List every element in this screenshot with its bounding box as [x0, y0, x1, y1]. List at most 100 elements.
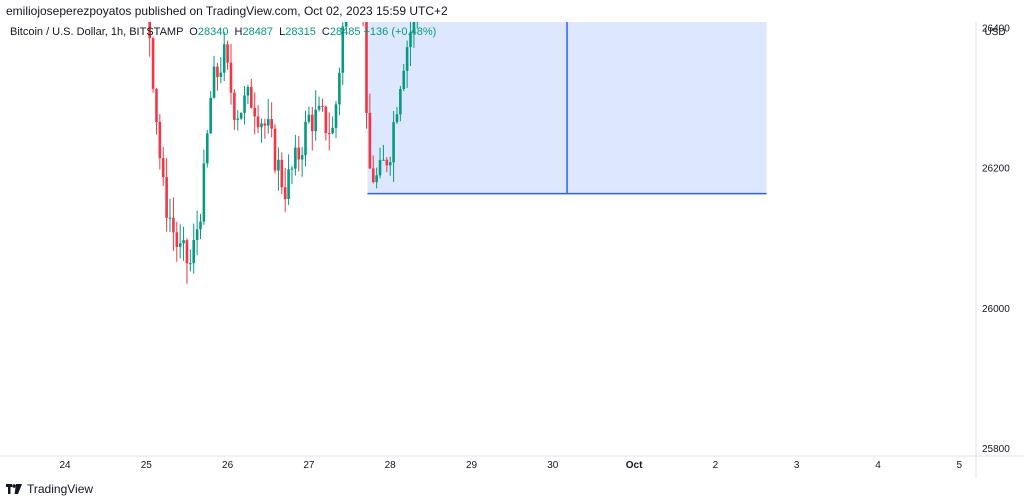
candle-body: [321, 105, 324, 107]
candle-body: [280, 159, 284, 188]
candle-body: [161, 158, 165, 178]
low-value: 28315: [285, 26, 316, 38]
candle-body: [331, 127, 334, 134]
candle-body: [310, 114, 314, 132]
tradingview-brand: TradingView: [27, 482, 94, 496]
candle-body: [385, 159, 389, 166]
candle-body: [334, 104, 338, 128]
candle-body: [341, 26, 345, 73]
candle-body: [189, 263, 192, 265]
candle-body: [246, 87, 250, 96]
candle-body: [388, 162, 392, 166]
time-tick-label: 5: [957, 460, 963, 471]
candle-body: [216, 66, 219, 77]
candle-body: [392, 122, 395, 163]
tradingview-logo-icon[interactable]: [6, 484, 22, 494]
candle-body: [290, 168, 294, 170]
time-tick-label: 2: [713, 460, 719, 471]
candle-body: [266, 119, 270, 126]
candle-body: [270, 119, 273, 129]
candle-body: [256, 116, 260, 128]
candle-body: [382, 159, 385, 161]
time-tick-label: 4: [875, 460, 881, 471]
price-tick-label: 26000: [982, 304, 1010, 315]
time-tick-label: 25: [141, 460, 153, 471]
price-axis-currency: USD: [984, 27, 1005, 38]
time-tick-label: 27: [303, 460, 315, 471]
candle-body: [402, 70, 406, 90]
price-tick-label: 26400: [982, 23, 1010, 34]
candle-body: [168, 217, 172, 219]
candle-body: [307, 114, 311, 122]
candle-body: [158, 121, 162, 159]
candles: [148, 0, 426, 284]
candle-body: [375, 175, 378, 183]
publisher-line: emiliojoseperezpoyatos published on Trad…: [6, 4, 448, 18]
candle-body: [371, 168, 375, 183]
candle-body: [199, 221, 202, 230]
candle-body: [297, 147, 301, 160]
time-tick-label: Oct: [626, 460, 643, 471]
price-tick-label: 26200: [982, 164, 1010, 175]
candle-body: [226, 44, 229, 63]
candle-body: [324, 106, 328, 134]
candle-body: [405, 47, 409, 71]
candle-body: [239, 112, 243, 119]
candle-body: [236, 118, 240, 120]
candle-body: [327, 133, 331, 135]
time-tick-label: 29: [466, 460, 478, 471]
candle-body: [172, 217, 175, 233]
candle-body: [229, 62, 233, 93]
candle-body: [165, 177, 168, 218]
candlestick-chart[interactable]: USD2860028400282002800027800276002740027…: [0, 0, 1024, 478]
candle-body: [314, 109, 317, 132]
candle-body: [263, 123, 267, 126]
price-tick-label: 25800: [982, 444, 1010, 455]
footer: TradingView: [6, 482, 93, 496]
candle-body: [178, 243, 182, 247]
candle-body: [233, 92, 236, 120]
candle-body: [209, 97, 212, 134]
candle-body: [219, 72, 223, 77]
change-value: +136 (+0.48%): [363, 26, 437, 38]
symbol-title: Bitcoin / U.S. Dollar, 1h, BITSTAMP: [10, 26, 184, 38]
candle-body: [212, 66, 216, 98]
candle-body: [300, 155, 304, 160]
candle-body: [175, 232, 179, 247]
candle-body: [243, 95, 246, 113]
candle-body: [368, 112, 372, 169]
candle-body: [412, 11, 416, 33]
candle-body: [222, 44, 226, 73]
candle-body: [277, 159, 280, 171]
time-tick-label: 3: [794, 460, 800, 471]
candle-body: [365, 8, 368, 113]
time-tick-label: 28: [385, 460, 397, 471]
close-label: C: [321, 26, 330, 38]
symbol-legend[interactable]: Bitcoin / U.S. Dollar, 1h, BITSTAMP O283…: [10, 26, 436, 38]
candle-body: [378, 160, 382, 176]
time-tick-label: 26: [222, 460, 234, 471]
candle-body: [294, 147, 297, 169]
candle-body: [273, 128, 277, 171]
candle-body: [151, 38, 155, 89]
candle-body: [205, 133, 209, 164]
candle-body: [155, 88, 158, 122]
candle-body: [283, 187, 287, 200]
open-value: 28340: [197, 26, 229, 38]
candle-body: [338, 72, 341, 105]
candle-body: [182, 240, 185, 244]
candle-body: [287, 169, 290, 200]
candle-body: [202, 163, 206, 222]
high-label: H: [234, 26, 243, 38]
candle-body: [317, 105, 321, 110]
close-value: 28485: [329, 26, 361, 38]
time-tick-label: 30: [547, 460, 559, 471]
candle-body: [192, 239, 196, 264]
candle-body: [185, 240, 189, 264]
candle-body: [253, 107, 256, 117]
candle-body: [409, 32, 412, 48]
price-range-measure: [367, 0, 767, 195]
candle-body: [304, 121, 307, 156]
time-tick-label: 24: [59, 460, 71, 471]
open-label: O: [189, 26, 198, 38]
